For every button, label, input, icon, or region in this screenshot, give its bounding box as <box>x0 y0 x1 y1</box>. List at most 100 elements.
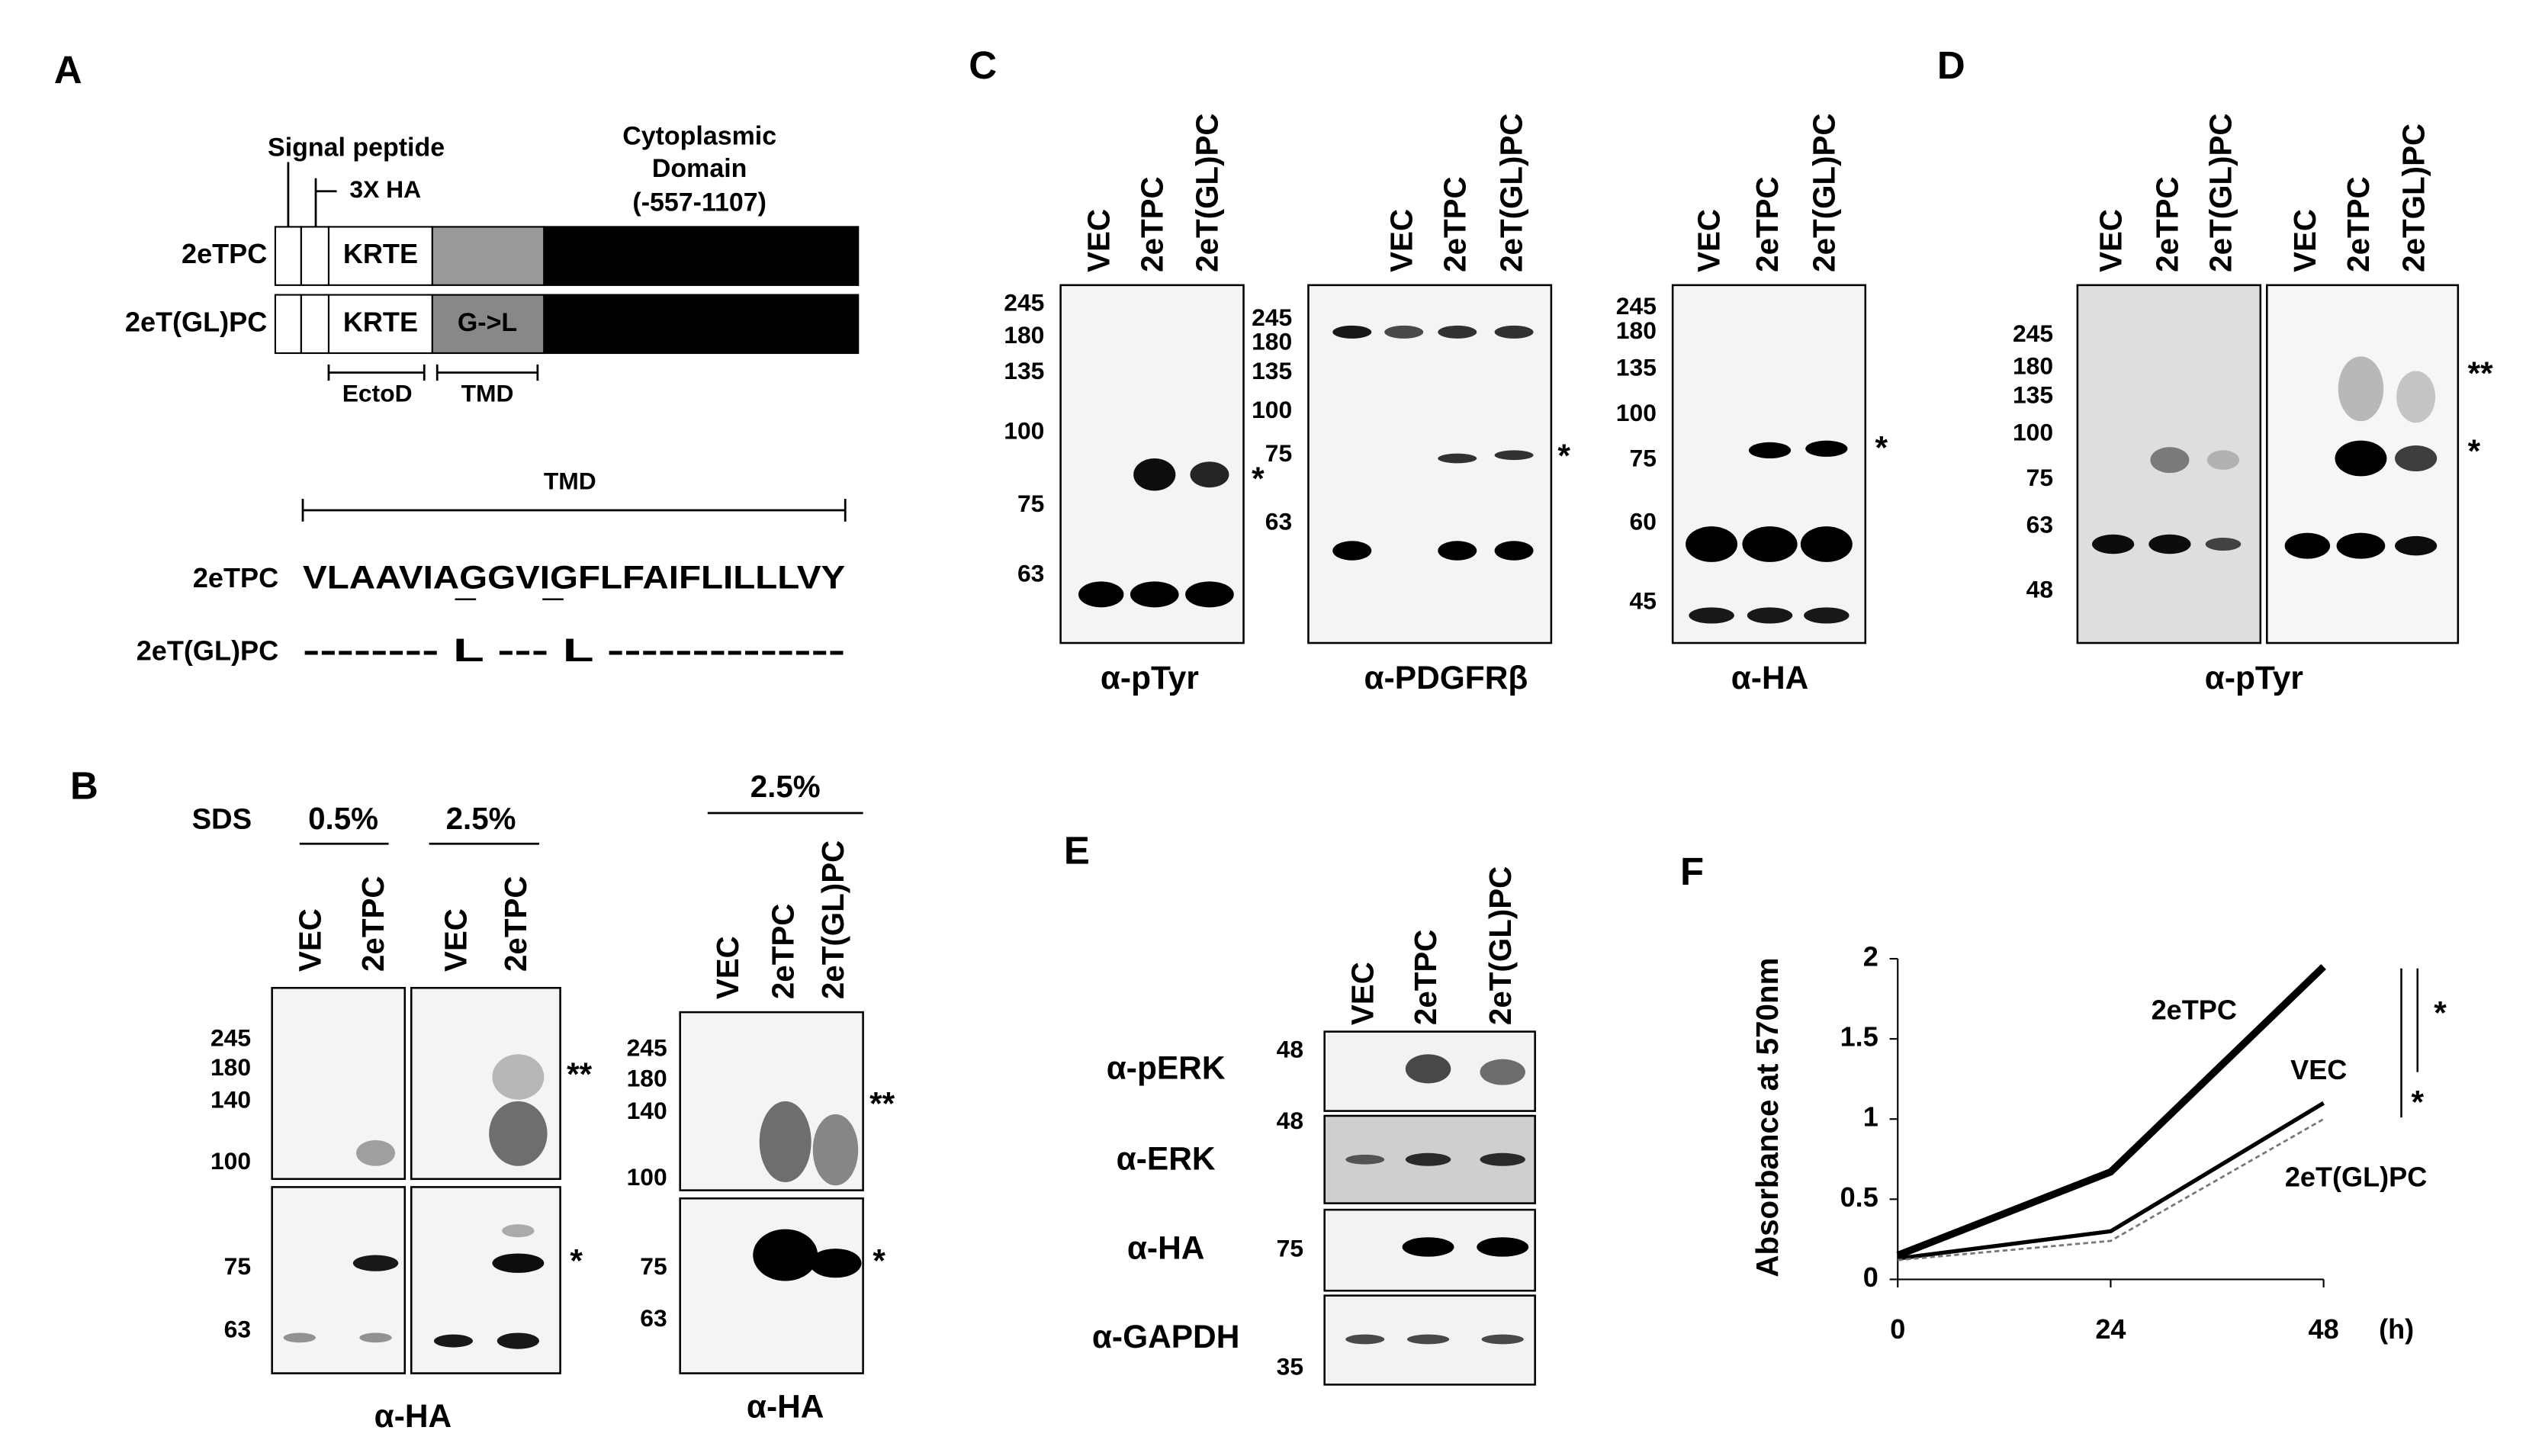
band <box>1494 541 1534 561</box>
mw-marker: 100 <box>210 1147 251 1175</box>
mw-marker: 100 <box>1616 399 1657 426</box>
sequence-name: 2eTPC <box>193 562 278 593</box>
band <box>1438 541 1477 561</box>
mw-marker: 45 <box>1630 587 1657 614</box>
band-asterisk: ** <box>567 1056 593 1092</box>
ecto-text: KRTE <box>343 306 418 337</box>
mw-marker: 180 <box>1004 321 1044 349</box>
band <box>1130 581 1179 608</box>
band <box>2395 535 2438 556</box>
lane-label: 2eTPC <box>1408 930 1443 1026</box>
sds-condition: 2.5% <box>750 769 821 804</box>
mw-marker: 100 <box>1252 396 1292 423</box>
band <box>809 1249 862 1278</box>
band <box>2150 447 2190 474</box>
blot-frame <box>410 1186 561 1374</box>
mw-marker: 180 <box>2013 352 2053 380</box>
mw-marker: 60 <box>1630 507 1657 535</box>
mw-marker: 75 <box>640 1252 667 1280</box>
blot-frame <box>271 1186 407 1374</box>
y-tick-label: 0 <box>1863 1262 1878 1293</box>
lane-label: 2eTPC <box>2341 176 2376 272</box>
x-tick-label: 48 <box>2309 1313 2339 1345</box>
mw-marker: 245 <box>2013 320 2053 347</box>
lane-label: 2eTPC <box>355 876 390 972</box>
antibody-label: α-HA <box>374 1398 452 1434</box>
mw-marker: 63 <box>1017 559 1044 587</box>
sds-label: SDS <box>192 803 252 836</box>
antibody-label: α-HA <box>1731 660 1809 696</box>
band <box>356 1139 396 1166</box>
tmd-label: TMD <box>461 380 514 407</box>
band <box>1406 1334 1450 1345</box>
blot-frame <box>2076 284 2262 644</box>
y-tick-label: 2 <box>1863 941 1878 972</box>
panel-label: B <box>70 764 98 808</box>
band <box>2335 440 2387 477</box>
ha-box <box>300 226 330 286</box>
ecto-box <box>327 294 433 355</box>
panel-label: D <box>1937 43 1965 87</box>
band-asterisk: ** <box>869 1085 895 1121</box>
band <box>2206 450 2240 470</box>
mw-marker: 180 <box>1252 328 1292 355</box>
cyto-text: PDGFRβ cyto <box>618 308 785 337</box>
band <box>1345 1154 1385 1165</box>
mw-marker: 63 <box>2026 511 2053 538</box>
signal-box <box>274 226 302 286</box>
lane-label: 2eTPC <box>1134 176 1169 272</box>
lane-label: 2eTPC <box>1750 176 1785 272</box>
panel-label: F <box>1680 850 1704 893</box>
band <box>2395 445 2438 471</box>
band <box>1747 607 1793 624</box>
y-tick-label: 1 <box>1863 1101 1878 1133</box>
sds-condition: 0.5% <box>308 801 378 836</box>
mw-marker: 245 <box>627 1033 667 1061</box>
x-unit: (h) <box>2379 1313 2414 1345</box>
mw-marker: 48 <box>2026 576 2053 603</box>
band <box>489 1101 548 1166</box>
ha-label: 3X HA <box>349 175 421 203</box>
band <box>1402 1237 1454 1257</box>
mw-marker: 35 <box>1277 1353 1303 1380</box>
band-asterisk: * <box>873 1242 885 1278</box>
band <box>1405 1054 1451 1084</box>
antibody-label: α-ERK <box>1117 1141 1216 1177</box>
antibody-label: α-HA <box>1127 1229 1205 1265</box>
cyto-box <box>543 226 860 286</box>
band <box>492 1253 545 1273</box>
mw-marker: 135 <box>1252 357 1292 384</box>
band <box>1438 453 1477 464</box>
cyto-text: PDGFRβ cyto <box>618 240 785 269</box>
band <box>1480 1059 1525 1085</box>
y-axis-label: Absorbance at 570nm <box>1750 958 1785 1278</box>
band <box>812 1114 859 1186</box>
lane-label: 2eT(GL)PC <box>1190 113 1225 272</box>
lane-label: VEC <box>2287 209 2322 272</box>
mw-marker: 75 <box>1265 439 1292 467</box>
lane-label: VEC <box>1345 962 1380 1025</box>
antibody-label: α-pTyr <box>2205 660 2303 696</box>
band <box>1438 325 1477 339</box>
band <box>753 1229 818 1281</box>
x-tick-label: 24 <box>2095 1313 2126 1345</box>
lane-label: 2eT(GL)PC <box>1483 866 1518 1025</box>
blot-frame <box>1671 284 1867 644</box>
mw-marker: 135 <box>1004 357 1044 384</box>
cyto-domain-label: Domain <box>652 154 747 183</box>
band <box>352 1255 399 1271</box>
antibody-label: α-pERK <box>1107 1050 1226 1086</box>
mw-marker: 245 <box>210 1024 251 1052</box>
band <box>1078 581 1124 608</box>
band <box>2284 532 2331 559</box>
cyto-domain-label: (-557-1107) <box>632 188 766 217</box>
lane-label: 2eTPC <box>765 904 800 1000</box>
band <box>1477 1237 1529 1257</box>
mw-marker: 63 <box>1265 507 1292 535</box>
band <box>1686 526 1738 562</box>
mw-marker: 75 <box>1017 490 1044 517</box>
mw-marker: 63 <box>640 1304 667 1332</box>
cyto-domain-label: Cytoplasmic <box>622 122 776 151</box>
